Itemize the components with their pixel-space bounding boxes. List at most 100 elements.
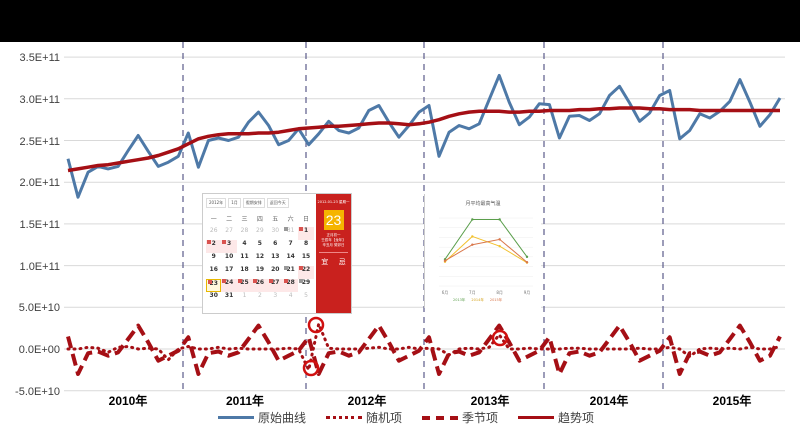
- calendar-day-cell[interactable]: 4: [288, 292, 293, 299]
- calendar-day-cell[interactable]: 31: [283, 227, 298, 240]
- calendar-day-panel: 2012-01-23 星期一 23 正月初一 壬辰年【龙年】 辛丑月 癸卯日 宜…: [316, 194, 351, 313]
- mini-legend-2015: 2015年: [489, 298, 503, 302]
- x-tick-label: 2015年: [712, 394, 752, 408]
- x-tick-label: 2012年: [347, 394, 387, 408]
- calendar-day-cell[interactable]: 31: [224, 292, 234, 299]
- calendar-day-cell[interactable]: 2: [257, 292, 262, 299]
- yi-label: 宜: [321, 258, 329, 266]
- calendar-day-cell[interactable]: 5: [257, 240, 262, 247]
- holiday-tag-icon: [253, 279, 258, 283]
- holiday-tag-icon: [268, 279, 273, 283]
- x-tick-label: 2011年: [225, 394, 265, 408]
- calendar-day-cell[interactable]: 6: [273, 240, 278, 247]
- holiday-tag-icon: [222, 240, 227, 244]
- legend-label: 原始曲线: [258, 411, 307, 425]
- calendar-day-cell[interactable]: 28: [282, 279, 299, 292]
- calendar-day-cell[interactable]: 26: [209, 227, 218, 234]
- mini-chart-legend: 2013年 2014年 2015年: [453, 298, 502, 303]
- weekday-header: 四: [256, 216, 263, 223]
- calendar-day-cell[interactable]: 29: [298, 279, 313, 292]
- calendar-day-cell[interactable]: 20: [271, 266, 280, 273]
- calendar-day-cell[interactable]: 3: [273, 292, 278, 299]
- solid-line-swatch-icon: [218, 416, 254, 419]
- weekday-header: 五: [272, 216, 279, 223]
- weekday-header: 一: [210, 216, 217, 223]
- solid-line-swatch-icon: [518, 416, 555, 419]
- calendar-day-cell[interactable]: 7: [288, 240, 293, 247]
- svg-text:7月: 7月: [469, 290, 476, 295]
- ganzhi-day: 辛丑月 癸卯日: [322, 243, 345, 247]
- mini-legend-2014: 2014年: [471, 298, 484, 302]
- y-tick-label: -5.0E+10: [15, 386, 60, 398]
- weekday-header: 日: [303, 216, 310, 223]
- today-button[interactable]: 返回今天: [266, 198, 289, 208]
- holiday-tag-icon: [208, 280, 212, 284]
- y-tick-label: 0.0E+00: [18, 344, 60, 356]
- lunar-date: 正月初一: [326, 233, 341, 237]
- calendar-day-cell[interactable]: 22: [298, 266, 314, 279]
- calendar-day-cell[interactable]: 3: [221, 240, 237, 253]
- calendar-day-cell[interactable]: 17: [224, 266, 234, 273]
- weekday-header: 六: [287, 216, 294, 223]
- mini-temperature-chart: 月平均最高气温 6月 7月 8月 9月 2013年 2014年 2015年: [424, 194, 541, 308]
- year-select[interactable]: 2012年: [206, 198, 227, 208]
- holiday-select[interactable]: 假期安排: [242, 198, 265, 208]
- svg-text:8月: 8月: [496, 290, 503, 295]
- calendar-day-cell[interactable]: 11: [240, 253, 249, 260]
- dotted-line-swatch-icon: [326, 416, 363, 419]
- calendar-day-cell[interactable]: 28: [240, 227, 249, 234]
- calendar-day-cell[interactable]: 1: [298, 227, 314, 240]
- legend-label: 随机项: [366, 411, 403, 425]
- weekday-header: 二: [226, 216, 233, 223]
- legend-label: 季节项: [462, 411, 499, 425]
- calendar-day-cell[interactable]: 12: [255, 253, 265, 260]
- calendar-day-cell[interactable]: 21: [283, 266, 298, 279]
- calendar-grid: 一二三四五六日 26 27 28 29 30 31 1 2 3 4 5 6 7 8…: [206, 214, 314, 305]
- holiday-tag-icon: [237, 279, 242, 283]
- calendar-day-cell[interactable]: 15: [301, 253, 311, 260]
- calendar-day-cell[interactable]: 19: [255, 266, 265, 273]
- calendar-day-cell[interactable]: 13: [271, 253, 280, 260]
- yi-ji-row: 宜 忌: [316, 257, 351, 267]
- holiday-tag-icon: [283, 266, 288, 270]
- x-tick-label: 2010年: [108, 394, 148, 408]
- calendar-day-cell[interactable]: 16: [209, 266, 218, 273]
- calendar-day-cell[interactable]: 30: [209, 292, 218, 299]
- calendar-day-cell[interactable]: 27: [267, 279, 283, 292]
- mini-chart-plot: 6月 7月 8月 9月: [439, 217, 533, 295]
- calendar-day-cell[interactable]: 24: [221, 279, 237, 292]
- svg-text:6月: 6月: [442, 290, 449, 295]
- selected-day-number: 23: [323, 210, 344, 230]
- y-tick-label: 1.0E+11: [19, 261, 60, 273]
- calendar-day-cell[interactable]: 10: [224, 253, 234, 260]
- y-tick-label: 3.5E+11: [19, 52, 60, 64]
- calendar-day-cell[interactable]: 25: [236, 279, 253, 292]
- calendar-day-cell[interactable]: 8: [303, 240, 309, 247]
- legend-item-seasonal: 季节项: [422, 409, 498, 426]
- calendar-day-cell[interactable]: 9: [211, 253, 216, 260]
- calendar-day-cell[interactable]: 2: [206, 240, 222, 253]
- holiday-tag-icon: [283, 227, 288, 231]
- legend: 原始曲线 随机项 季节项 趋势项: [218, 409, 594, 426]
- calendar-day-cell[interactable]: 23: [206, 279, 222, 292]
- calendar-day-cell[interactable]: 1: [242, 292, 247, 299]
- legend-item-trend: 趋势项: [518, 409, 594, 426]
- calendar-day-cell[interactable]: 18: [240, 266, 249, 273]
- month-select[interactable]: 1月: [228, 198, 241, 208]
- ganzhi-year: 壬辰年【龙年】: [321, 238, 346, 242]
- legend-item-random: 随机项: [326, 409, 402, 426]
- dashed-line-swatch-icon: [422, 415, 459, 420]
- calendar-day-cell[interactable]: 26: [252, 279, 268, 292]
- holiday-tag-icon: [222, 279, 227, 283]
- calendar-day-cell[interactable]: 30: [271, 227, 280, 234]
- y-tick-label: 2.0E+11: [19, 177, 60, 189]
- calendar-day-cell[interactable]: 14: [286, 253, 295, 260]
- holiday-tag-icon: [299, 279, 304, 283]
- calendar-day-cell[interactable]: 27: [225, 227, 233, 234]
- mini-legend-2013: 2013年: [453, 298, 466, 302]
- calendar-day-cell[interactable]: 4: [242, 240, 247, 247]
- calendar-day-cell[interactable]: 5: [304, 292, 308, 299]
- calendar-day-cell[interactable]: 29: [256, 227, 264, 234]
- holiday-tag-icon: [283, 279, 288, 283]
